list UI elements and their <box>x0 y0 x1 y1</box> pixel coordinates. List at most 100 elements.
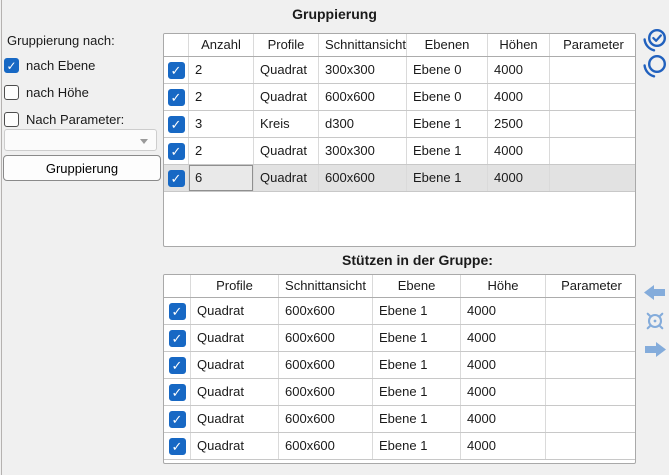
table-cell[interactable]: 4000 <box>488 57 550 83</box>
row-checkbox[interactable]: ✓ <box>167 61 185 79</box>
table-cell[interactable]: 600x600 <box>279 406 373 432</box>
table-cell[interactable]: Ebene 1 <box>373 298 461 324</box>
table-cell[interactable]: 300x300 <box>319 138 407 164</box>
table-row[interactable]: ✓ 3 Kreis d300 Ebene 1 2500 <box>164 111 635 138</box>
table-row[interactable]: ✓ Quadrat 600x600 Ebene 1 4000 <box>164 298 635 325</box>
column-header[interactable] <box>164 275 191 297</box>
table-cell[interactable]: Quadrat <box>254 57 319 83</box>
column-header[interactable]: Höhe <box>461 275 546 297</box>
row-checkbox[interactable]: ✓ <box>167 169 185 187</box>
row-checkbox[interactable]: ✓ <box>168 302 186 320</box>
row-checkbox[interactable]: ✓ <box>167 142 185 160</box>
row-checkbox[interactable]: ✓ <box>168 329 186 347</box>
table-cell[interactable]: 2 <box>189 84 254 110</box>
table-cell[interactable]: 2500 <box>488 111 550 137</box>
table-cell[interactable]: Ebene 0 <box>407 84 488 110</box>
table-cell[interactable]: 4000 <box>461 352 546 378</box>
table-cell[interactable]: 4000 <box>461 325 546 351</box>
table-row[interactable]: ✓ 2 Quadrat 300x300 Ebene 1 4000 <box>164 138 635 165</box>
table-cell[interactable]: 600x600 <box>319 84 407 110</box>
table-cell[interactable]: 4000 <box>461 433 546 459</box>
table-cell[interactable]: Quadrat <box>254 165 319 191</box>
table-row[interactable]: ✓ Quadrat 600x600 Ebene 1 4000 <box>164 325 635 352</box>
column-header[interactable]: Parameter <box>563 37 624 52</box>
table-cell[interactable]: 4000 <box>488 165 550 191</box>
table-cell[interactable] <box>546 352 635 378</box>
row-checkbox-cell[interactable]: ✓ <box>164 138 189 164</box>
row-checkbox-cell[interactable]: ✓ <box>164 111 189 137</box>
table-row[interactable]: ✓ Quadrat 600x600 Ebene 1 4000 <box>164 379 635 406</box>
move-right-icon[interactable] <box>644 341 666 358</box>
row-checkbox-cell[interactable]: ✓ <box>164 379 191 405</box>
row-checkbox-cell[interactable]: ✓ <box>164 433 191 459</box>
table-row[interactable]: ✓ 2 Quadrat 600x600 Ebene 0 4000 <box>164 84 635 111</box>
row-checkbox-cell[interactable]: ✓ <box>164 84 189 110</box>
table-row[interactable]: ✓ 6 Quadrat 600x600 Ebene 1 4000 <box>164 165 635 192</box>
row-checkbox[interactable]: ✓ <box>168 437 186 455</box>
table-cell[interactable]: 3 <box>189 111 254 137</box>
gruppierung-button[interactable]: Gruppierung <box>3 155 161 181</box>
checkbox-nach-hoehe[interactable]: nach Höhe <box>4 84 89 101</box>
row-checkbox[interactable]: ✓ <box>167 115 185 133</box>
row-checkbox-cell[interactable]: ✓ <box>164 298 191 324</box>
table-cell[interactable]: 600x600 <box>279 379 373 405</box>
table-cell[interactable] <box>550 57 635 83</box>
table-cell[interactable]: d300 <box>319 111 407 137</box>
checkbox-nach-parameter[interactable]: Nach Parameter: <box>4 111 124 128</box>
column-header[interactable]: Profile <box>191 275 279 297</box>
table-cell[interactable]: Kreis <box>254 111 319 137</box>
table-cell[interactable]: Ebene 1 <box>407 165 488 191</box>
row-checkbox[interactable]: ✓ <box>168 383 186 401</box>
table-cell[interactable]: 4000 <box>488 138 550 164</box>
checkbox-nach-ebene[interactable]: ✓ nach Ebene <box>4 57 95 74</box>
table-cell[interactable]: 2 <box>189 57 254 83</box>
row-checkbox[interactable]: ✓ <box>168 410 186 428</box>
row-checkbox-cell[interactable]: ✓ <box>164 325 191 351</box>
table-cell[interactable]: 4000 <box>488 84 550 110</box>
column-header[interactable]: Anzahl <box>189 34 254 56</box>
parameter-dropdown[interactable] <box>4 129 157 151</box>
table-cell[interactable]: 600x600 <box>279 298 373 324</box>
table-cell[interactable]: Quadrat <box>191 325 279 351</box>
table-cell[interactable]: 600x600 <box>279 433 373 459</box>
locate-icon[interactable] <box>644 310 666 332</box>
column-header[interactable]: Profile <box>254 34 319 56</box>
column-header[interactable]: Ebene <box>373 275 461 297</box>
table-cell[interactable]: 6 <box>189 165 254 191</box>
table-cell[interactable]: Ebene 1 <box>373 379 461 405</box>
table-cell[interactable] <box>550 165 635 191</box>
table-cell[interactable]: Ebene 1 <box>407 111 488 137</box>
column-header[interactable] <box>164 34 189 56</box>
row-checkbox[interactable]: ✓ <box>168 356 186 374</box>
row-checkbox-cell[interactable]: ✓ <box>164 57 189 83</box>
table-cell[interactable] <box>550 84 635 110</box>
table-cell[interactable]: 4000 <box>461 379 546 405</box>
table-cell[interactable]: Ebene 1 <box>373 352 461 378</box>
table-cell[interactable]: Ebene 0 <box>407 57 488 83</box>
move-left-icon[interactable] <box>644 284 666 301</box>
table-cell[interactable]: Quadrat <box>191 379 279 405</box>
table-row[interactable]: ✓ Quadrat 600x600 Ebene 1 4000 <box>164 406 635 433</box>
table-cell[interactable] <box>550 111 635 137</box>
table-cell[interactable] <box>546 298 635 324</box>
table-cell[interactable]: Ebene 1 <box>407 138 488 164</box>
checkbox-icon[interactable] <box>4 85 19 100</box>
row-checkbox-cell[interactable]: ✓ <box>164 165 189 191</box>
table-cell[interactable]: 4000 <box>461 406 546 432</box>
table-cell[interactable]: 2 <box>189 138 254 164</box>
checkbox-icon[interactable] <box>4 112 19 127</box>
deselect-all-icon[interactable] <box>642 54 668 80</box>
table-cell[interactable] <box>546 325 635 351</box>
table-cell[interactable]: Quadrat <box>191 406 279 432</box>
table-cell[interactable]: 300x300 <box>319 57 407 83</box>
table-cell[interactable]: Ebene 1 <box>373 325 461 351</box>
table-cell[interactable]: 4000 <box>461 298 546 324</box>
select-all-icon[interactable] <box>642 28 668 54</box>
column-header[interactable]: Parameter <box>561 278 622 293</box>
table-cell[interactable] <box>546 379 635 405</box>
table-cell[interactable] <box>550 138 635 164</box>
column-header[interactable]: Höhen <box>488 34 550 56</box>
table-cell[interactable]: Quadrat <box>191 298 279 324</box>
table-cell[interactable]: Quadrat <box>191 352 279 378</box>
checkbox-icon[interactable]: ✓ <box>4 58 19 73</box>
